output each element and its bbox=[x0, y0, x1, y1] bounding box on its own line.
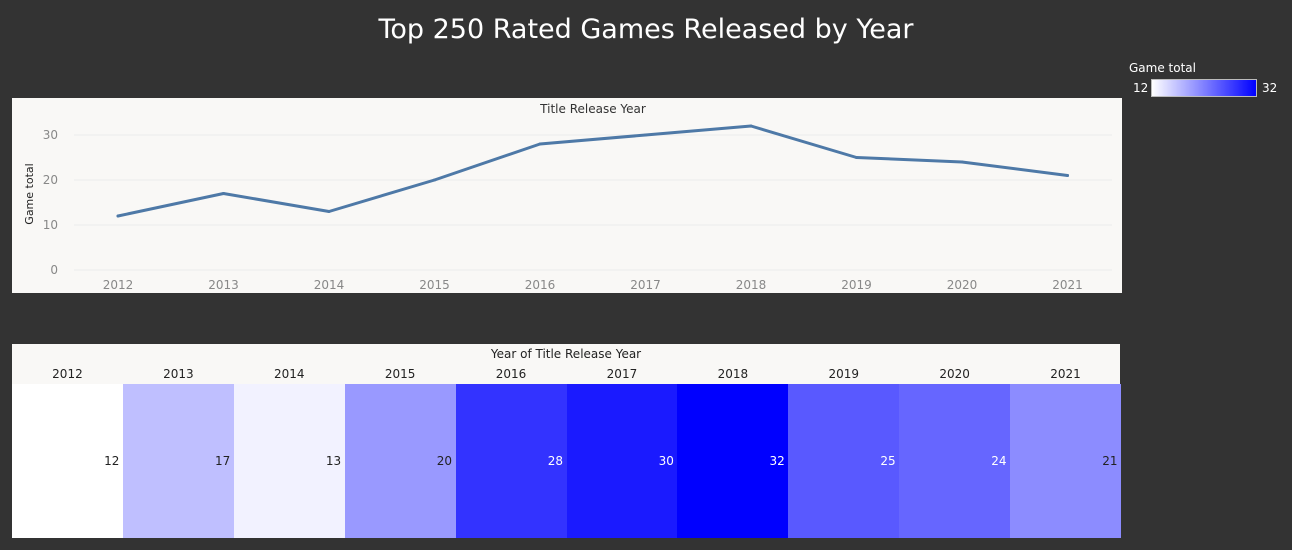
legend-min-label: 12 bbox=[1133, 81, 1149, 95]
heatmap-year-label: 2013 bbox=[163, 367, 194, 381]
data-point bbox=[327, 210, 331, 213]
heatmap-year-label: 2020 bbox=[939, 367, 970, 381]
x-tick-label: 2014 bbox=[314, 278, 345, 292]
line-chart: 0 10 20 30 Game total Title Release Year 2012 2… bbox=[23, 102, 1112, 292]
y-tick-label: 10 bbox=[43, 218, 58, 232]
line-chart-panel: 0 10 20 30 Game total Title Release Year 2012 2… bbox=[12, 98, 1122, 293]
heatmap-cell: 20 bbox=[344, 384, 457, 538]
dashboard-title: Top 250 Rated Games Released by Year bbox=[378, 14, 914, 45]
data-point bbox=[855, 156, 858, 159]
x-tick-label: 2018 bbox=[736, 278, 767, 292]
x-tick-label: 2013 bbox=[208, 278, 239, 292]
legend-title: Game total bbox=[1129, 61, 1196, 75]
heatmap-body: 12 17 13 20 28 30 32 25 24 21 bbox=[12, 384, 1122, 538]
heatmap-cell: 13 bbox=[233, 384, 346, 538]
x-tick-label: 2020 bbox=[947, 278, 978, 292]
heatmap-cell: 25 bbox=[788, 384, 900, 538]
x-tick-label: 2017 bbox=[630, 278, 661, 292]
legend-max-label: 32 bbox=[1262, 81, 1278, 95]
heatmap-cell: 24 bbox=[899, 384, 1011, 538]
data-point bbox=[960, 160, 964, 164]
data-point bbox=[749, 124, 753, 128]
data-point bbox=[433, 178, 436, 182]
data-point bbox=[116, 214, 120, 218]
y-axis-label: Game total bbox=[23, 163, 36, 224]
heatmap-cell-value: 24 bbox=[991, 454, 1007, 468]
legend-color-ramp bbox=[1151, 79, 1257, 97]
heatmap-header: Year of Title Release Year 2012 2013 2014 2… bbox=[12, 344, 1120, 384]
heatmap-cell-value: 21 bbox=[1102, 454, 1118, 468]
heatmap-year-label: 2018 bbox=[717, 367, 749, 381]
heatmap-cell-value: 32 bbox=[769, 454, 785, 468]
x-tick-label: 2012 bbox=[103, 278, 134, 292]
heatmap-year-label: 2012 bbox=[52, 367, 83, 381]
x-tick-label: 2021 bbox=[1052, 278, 1083, 292]
data-point bbox=[644, 133, 647, 137]
heatmap-cell: 32 bbox=[677, 384, 789, 538]
line-chart-title: Title Release Year bbox=[539, 102, 646, 116]
heatmap-cell-value: 20 bbox=[436, 454, 453, 468]
data-point bbox=[538, 142, 542, 146]
data-point bbox=[1066, 174, 1069, 177]
heatmap-cell-value: 12 bbox=[104, 454, 120, 468]
heatmap-year-label: 2021 bbox=[1050, 367, 1081, 381]
x-tick-label: 2019 bbox=[841, 278, 872, 292]
heatmap-year-label: 2017 bbox=[606, 367, 638, 381]
heatmap-cell-value: 13 bbox=[325, 454, 342, 468]
heatmap-cell-value: 25 bbox=[880, 454, 896, 468]
heatmap-title: Year of Title Release Year bbox=[490, 347, 642, 361]
heatmap-cell: 28 bbox=[455, 384, 567, 538]
heatmap-cell: 17 bbox=[122, 384, 235, 538]
heatmap-cell: 12 bbox=[12, 384, 124, 538]
heatmap-cell-value: 17 bbox=[215, 454, 231, 468]
heatmap-cell-value: 30 bbox=[658, 454, 674, 468]
series-line bbox=[116, 124, 1069, 218]
heatmap-cell-value: 28 bbox=[547, 454, 563, 468]
data-point bbox=[222, 192, 225, 195]
y-tick-label: 20 bbox=[43, 173, 58, 187]
x-tick-label: 2016 bbox=[525, 278, 556, 292]
heatmap-year-label: 2019 bbox=[828, 367, 860, 381]
heatmap-cell: 30 bbox=[566, 384, 678, 538]
heatmap-cell: 21 bbox=[1010, 384, 1122, 538]
heatmap-year-label: 2016 bbox=[495, 367, 527, 381]
y-tick-label: 0 bbox=[50, 263, 58, 277]
y-tick-label: 30 bbox=[43, 128, 58, 142]
x-tick-label: 2015 bbox=[419, 278, 450, 292]
heatmap-year-label: 2014 bbox=[273, 367, 305, 381]
heatmap-year-label: 2015 bbox=[384, 367, 416, 381]
